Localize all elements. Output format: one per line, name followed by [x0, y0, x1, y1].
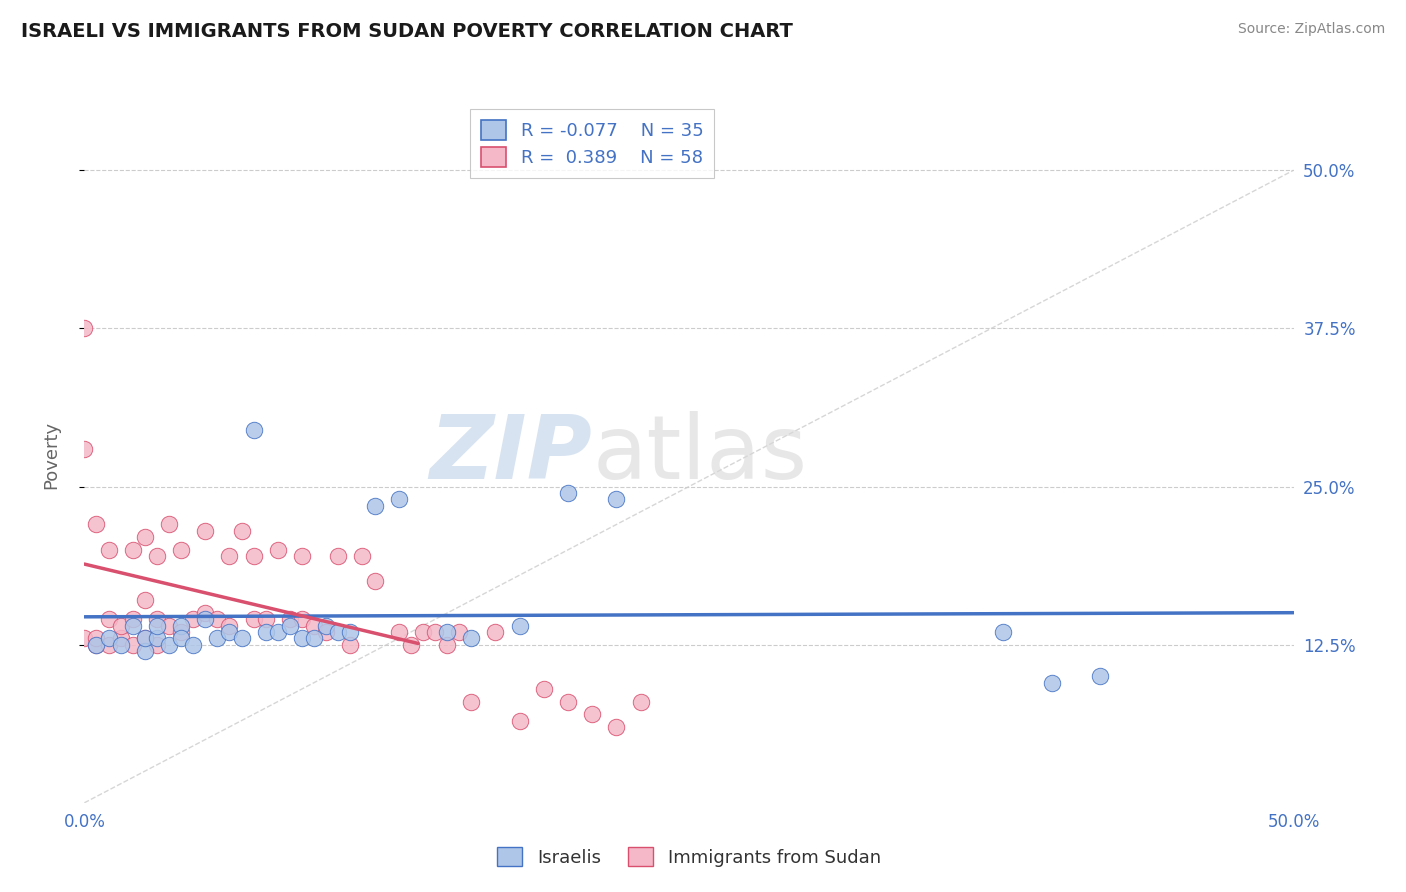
Point: [399, 638, 422, 652]
Point: [423, 625, 446, 640]
Point: [242, 612, 264, 626]
Point: [194, 606, 217, 620]
Point: [339, 625, 361, 640]
Point: [194, 612, 217, 626]
Point: [181, 638, 204, 652]
Point: [436, 638, 458, 652]
Point: [97, 612, 120, 626]
Point: [207, 632, 229, 646]
Point: [146, 632, 169, 646]
Point: [218, 625, 240, 640]
Point: [146, 638, 169, 652]
Text: Source: ZipAtlas.com: Source: ZipAtlas.com: [1237, 22, 1385, 37]
Point: [134, 530, 156, 544]
Point: [993, 625, 1015, 640]
Point: [242, 549, 264, 563]
Point: [254, 612, 277, 626]
Point: [157, 618, 180, 632]
Point: [218, 618, 240, 632]
Point: [121, 618, 143, 632]
Point: [339, 638, 361, 652]
Point: [557, 486, 579, 500]
Point: [533, 681, 555, 696]
Point: [170, 625, 193, 640]
Point: [460, 695, 482, 709]
Point: [581, 707, 603, 722]
Point: [121, 638, 143, 652]
Point: [1040, 675, 1063, 690]
Point: [291, 632, 314, 646]
Y-axis label: Poverty: Poverty: [42, 421, 60, 489]
Point: [388, 625, 411, 640]
Point: [194, 524, 217, 538]
Point: [231, 524, 253, 538]
Point: [328, 549, 350, 563]
Text: ISRAELI VS IMMIGRANTS FROM SUDAN POVERTY CORRELATION CHART: ISRAELI VS IMMIGRANTS FROM SUDAN POVERTY…: [21, 22, 793, 41]
Point: [605, 492, 627, 507]
Point: [412, 625, 434, 640]
Point: [207, 612, 229, 626]
Point: [363, 574, 385, 589]
Point: [352, 549, 374, 563]
Point: [146, 549, 169, 563]
Point: [267, 625, 290, 640]
Point: [121, 612, 143, 626]
Point: [315, 625, 337, 640]
Point: [134, 644, 156, 658]
Point: [170, 542, 193, 557]
Point: [242, 423, 264, 437]
Point: [291, 549, 314, 563]
Point: [73, 321, 96, 335]
Point: [146, 618, 169, 632]
Point: [1088, 669, 1111, 683]
Point: [86, 638, 108, 652]
Point: [231, 632, 253, 646]
Point: [278, 618, 301, 632]
Point: [97, 638, 120, 652]
Point: [267, 542, 290, 557]
Point: [484, 625, 506, 640]
Point: [121, 542, 143, 557]
Text: atlas: atlas: [592, 411, 807, 499]
Point: [388, 492, 411, 507]
Point: [134, 632, 156, 646]
Point: [557, 695, 579, 709]
Point: [97, 542, 120, 557]
Point: [509, 714, 531, 728]
Point: [73, 442, 96, 456]
Point: [86, 632, 108, 646]
Point: [157, 517, 180, 532]
Point: [181, 612, 204, 626]
Point: [97, 632, 120, 646]
Point: [436, 625, 458, 640]
Point: [73, 632, 96, 646]
Point: [170, 632, 193, 646]
Point: [302, 632, 325, 646]
Point: [315, 618, 337, 632]
Point: [218, 549, 240, 563]
Point: [328, 625, 350, 640]
Legend: Israelis, Immigrants from Sudan: Israelis, Immigrants from Sudan: [489, 839, 889, 874]
Point: [134, 593, 156, 607]
Point: [110, 618, 132, 632]
Point: [157, 638, 180, 652]
Point: [254, 625, 277, 640]
Point: [291, 612, 314, 626]
Point: [110, 632, 132, 646]
Text: ZIP: ZIP: [429, 411, 592, 499]
Point: [449, 625, 471, 640]
Point: [605, 720, 627, 734]
Point: [302, 618, 325, 632]
Point: [134, 632, 156, 646]
Point: [509, 618, 531, 632]
Point: [86, 638, 108, 652]
Point: [86, 517, 108, 532]
Point: [460, 632, 482, 646]
Point: [630, 695, 652, 709]
Point: [278, 612, 301, 626]
Point: [146, 612, 169, 626]
Point: [110, 638, 132, 652]
Point: [363, 499, 385, 513]
Point: [170, 618, 193, 632]
